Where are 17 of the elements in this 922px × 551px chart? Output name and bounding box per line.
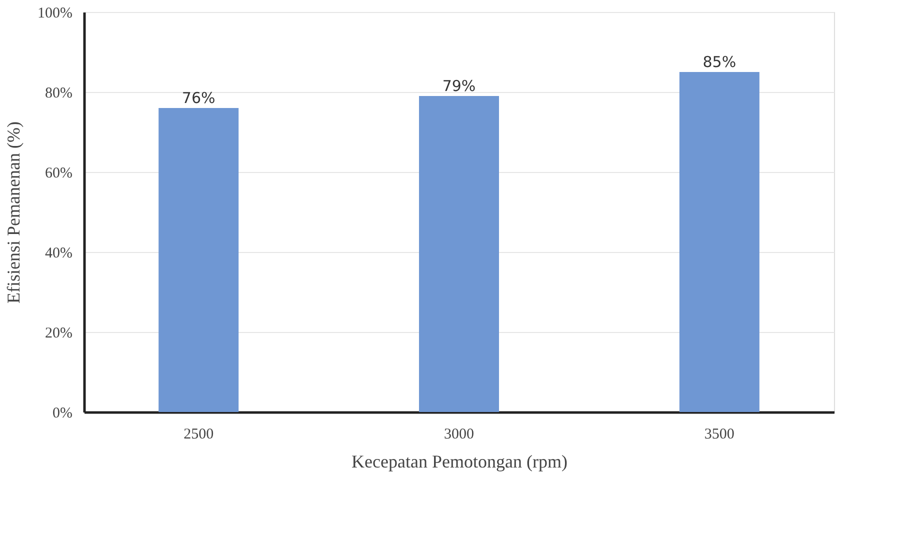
x-axis-title: Kecepatan Pemotongan (rpm) — [352, 452, 568, 472]
data-label: 76% — [182, 89, 216, 107]
x-tick-label: 3500 — [704, 426, 734, 442]
data-label: 85% — [702, 53, 736, 71]
bar — [679, 72, 760, 412]
y-tick-label: 80% — [45, 86, 72, 102]
bar — [158, 108, 239, 412]
y-tick-label: 60% — [45, 166, 72, 182]
y-tick-label: 0% — [52, 406, 72, 422]
bar — [419, 96, 499, 412]
y-tick-label: 100% — [38, 6, 72, 22]
y-tick-label: 20% — [45, 326, 72, 342]
x-tick-label: 2500 — [184, 426, 214, 442]
data-label: 79% — [442, 77, 476, 95]
y-axis-title: Efisiensi Pemanenan (%) — [4, 122, 24, 304]
y-tick-label: 40% — [45, 246, 72, 262]
x-tick-label: 3000 — [444, 426, 474, 442]
